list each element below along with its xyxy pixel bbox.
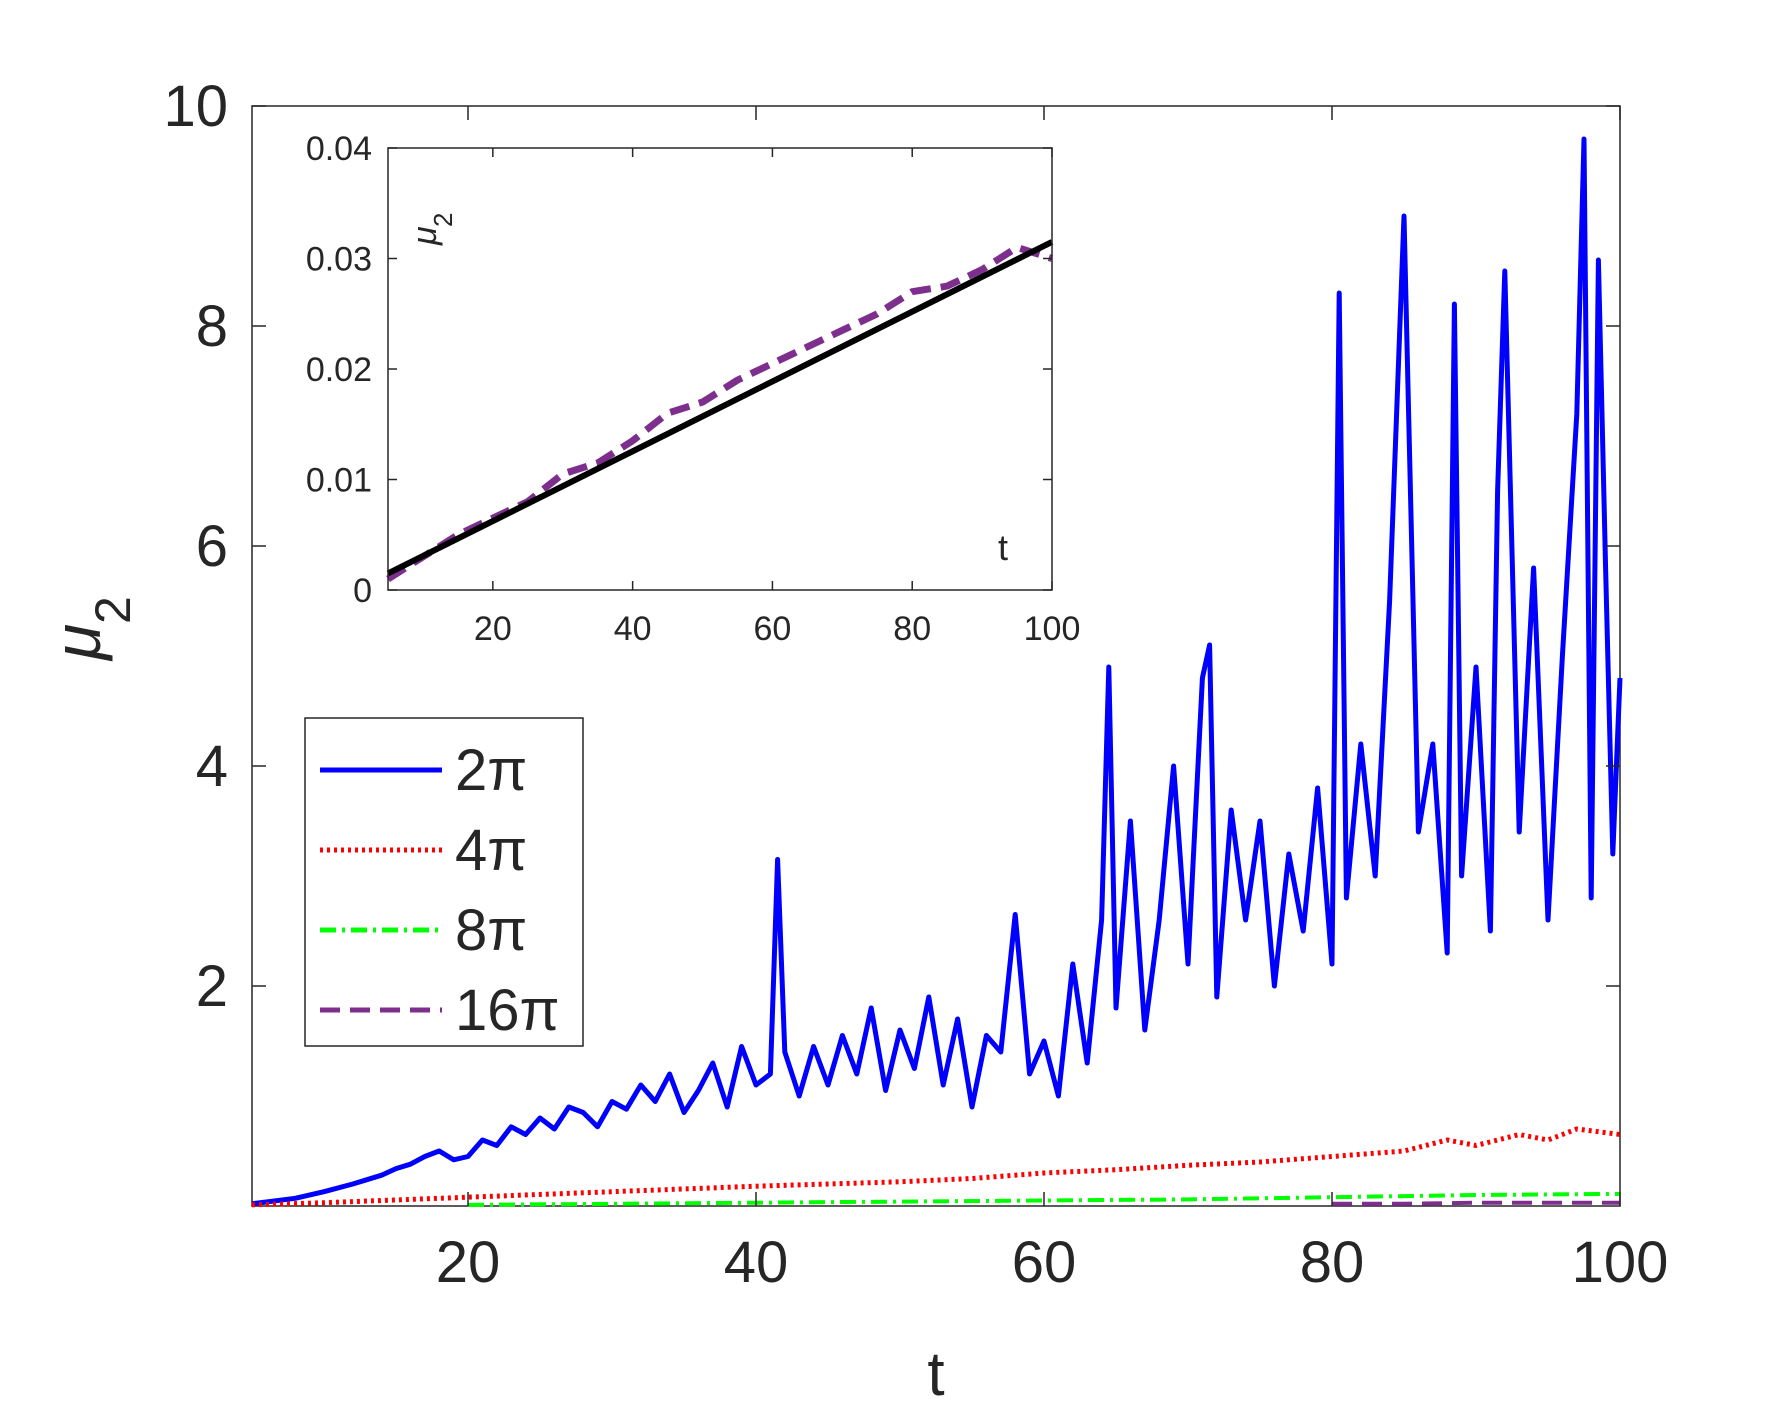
legend-box: [304, 717, 584, 1047]
main-y-axis: 2 4 6 8 10: [163, 74, 1620, 1019]
main-series-layer: [251, 136, 1623, 1208]
main-y-axis-label-group: μ 2: [40, 596, 141, 662]
main-x-tick-label: 60: [1012, 1230, 1077, 1295]
main-x-tick-label: 20: [436, 1230, 501, 1295]
legend-entries: 2π 4π 8π 16π: [320, 738, 560, 1043]
main-series-line-2: [467, 1191, 1621, 1207]
inset-series-layer: [386, 239, 1054, 582]
inset-y-axis-label: μ: [406, 226, 444, 246]
main-y-axis-label: μ: [40, 624, 114, 662]
inset-y-tick-label: 0.03: [306, 241, 372, 279]
inset-x-tick-label: 100: [1024, 610, 1081, 648]
main-series-line-0: [251, 136, 1623, 1207]
inset-y-tick-label: 0.04: [306, 130, 372, 168]
main-y-tick-label: 8: [196, 294, 228, 359]
inset-y-axis: 0 0.01 0.02 0.03 0.04: [306, 130, 1052, 610]
main-series-line-3: [1332, 1200, 1620, 1206]
main-x-tick-label: 100: [1572, 1230, 1669, 1295]
inset-y-tick-label: 0: [353, 572, 372, 610]
main-x-tick-label: 40: [724, 1230, 789, 1295]
inset-series-line-1: [386, 239, 1054, 577]
main-x-tick-label: 80: [1300, 1230, 1365, 1295]
legend: 2π 4π 8π 16π: [304, 717, 584, 1047]
main-x-axis: 20 40 60 80 100: [436, 106, 1669, 1295]
legend-label-2: 8π: [455, 898, 527, 963]
main-x-axis-label: t: [927, 1340, 944, 1406]
inset-y-tick-label: 0.02: [306, 351, 372, 389]
main-y-axis-label-subscript: 2: [85, 596, 141, 624]
legend-label-1: 4π: [455, 818, 527, 883]
inset-x-tick-label: 20: [474, 610, 512, 648]
inset-y-axis-label-subscript: 2: [428, 213, 458, 227]
inset-x-tick-label: 60: [754, 610, 792, 648]
main-y-tick-label: 6: [196, 514, 228, 579]
inset-axes: 20 40 60 80 100 0 0.01 0.02 0.03 0.04 t μ 2: [306, 130, 1081, 648]
legend-label-0: 2π: [455, 738, 527, 803]
main-y-tick-label: 4: [196, 734, 228, 799]
inset-y-tick-label: 0.01: [306, 462, 372, 500]
inset-x-axis: 20 40 60 80 100: [474, 148, 1080, 648]
inset-y-axis-label-group: μ 2: [406, 213, 458, 246]
main-y-tick-label: 10: [163, 74, 228, 139]
main-y-tick-label: 2: [196, 954, 228, 1019]
inset-x-tick-label: 80: [893, 610, 931, 648]
main-plot-frame: [251, 105, 1621, 1207]
inset-x-axis-label: t: [998, 527, 1008, 568]
legend-label-3: 16π: [455, 978, 560, 1043]
inset-x-tick-label: 40: [614, 610, 652, 648]
